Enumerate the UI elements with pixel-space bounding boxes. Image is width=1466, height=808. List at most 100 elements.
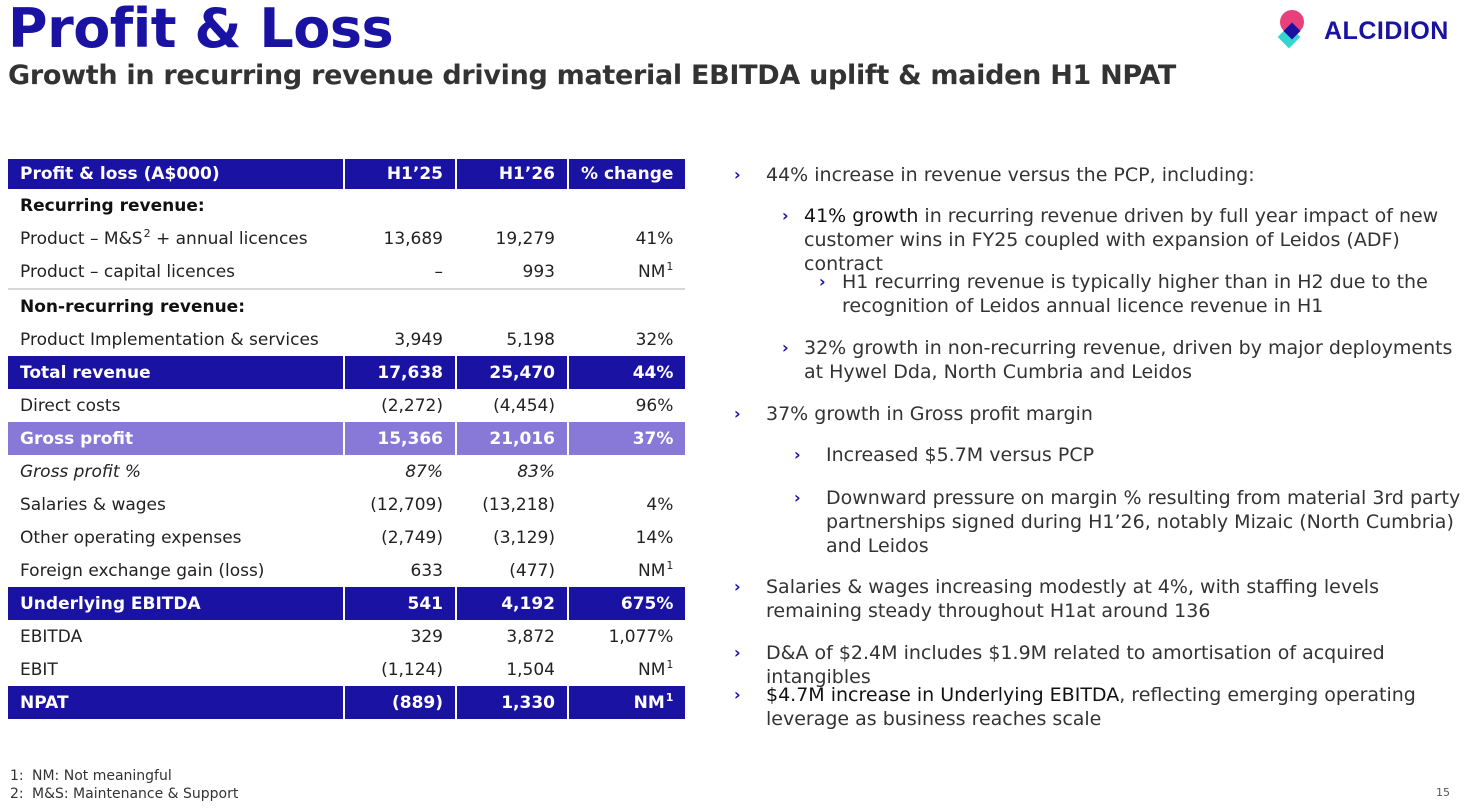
row-value: NM1 [638, 657, 674, 680]
bullet-item: › Downward pressure on margin % resulting… [794, 486, 1462, 558]
chevron-right-icon: › [734, 165, 741, 184]
table-row: NPAT (889) 1,330 NM1 [8, 686, 686, 719]
chevron-right-icon: › [782, 338, 789, 357]
row-label: Product – capital licences [8, 255, 345, 290]
bullet-text: , reflecting emerging operating leverage… [766, 684, 1416, 730]
bullet-item: › 44% increase in revenue versus the PCP,… [734, 163, 1456, 187]
row-label: EBIT [8, 653, 345, 686]
row-value: – [344, 255, 457, 290]
table-row: Salaries & wages (12,709) (13,218) 4% [8, 488, 685, 521]
row-value: NM1 [568, 255, 686, 290]
row-value: 15,366 [344, 422, 457, 455]
table-header-cell: H1’25 [344, 159, 457, 189]
row-value: 44% [568, 356, 686, 389]
chevron-right-icon: › [819, 272, 826, 291]
row-value: 633 [344, 554, 457, 587]
row-value: 17,638 [344, 356, 457, 389]
table-row: EBITDA 329 3,872 1,077% [8, 620, 685, 653]
table-row: Product – M&S2 + annual licences 13,689 19… [8, 222, 685, 255]
row-value: 993 [456, 255, 569, 290]
row-value: 25,470 [456, 356, 569, 389]
row-value: 329 [344, 620, 457, 653]
row-label: Non-recurring revenue: [8, 289, 345, 323]
table-header-cell: Profit & loss (A$000) [8, 159, 345, 189]
row-label: NPAT [8, 686, 345, 719]
table-row: Underlying EBITDA 541 4,192 675% [8, 587, 686, 620]
alcidion-logo-text: ALCIDION [1324, 17, 1449, 45]
row-value [456, 289, 569, 323]
row-value: 3,872 [456, 620, 569, 653]
alcidion-logo: ALCIDION [1268, 7, 1458, 55]
row-value: NM1 [568, 686, 686, 719]
table-header-cell: H1’26 [456, 159, 569, 189]
row-label: Product Implementation & services [8, 323, 345, 356]
chevron-right-icon: › [794, 445, 801, 464]
row-label: Gross profit [8, 422, 345, 455]
row-value: 4,192 [456, 587, 569, 620]
bullet-item: › Salaries & wages increasing modestly at… [734, 575, 1456, 623]
bullet-item: › H1 recurring revenue is typically highe… [819, 270, 1462, 318]
row-value: 19,279 [456, 222, 569, 255]
row-value: (12,709) [344, 488, 457, 521]
chevron-right-icon: › [734, 577, 741, 596]
bullet-item: › 41% growth in recurring revenue driven … [782, 204, 1454, 276]
row-value: 13,689 [344, 222, 457, 255]
row-value: (2,272) [344, 389, 457, 422]
row-label: Recurring revenue: [8, 189, 345, 222]
row-value [344, 289, 457, 323]
footnote: 1: NM: Not meaningful [10, 768, 172, 784]
page-subtitle: Growth in recurring revenue driving mate… [8, 60, 1177, 91]
row-value: 41% [635, 228, 674, 249]
row-value [344, 189, 457, 222]
bullet-item: › 37% growth in Gross profit margin [734, 402, 1456, 426]
row-value [456, 189, 569, 222]
table-row: Recurring revenue: [8, 189, 685, 222]
table-row: Total revenue 17,638 25,470 44% [8, 356, 686, 389]
bullet-highlight: 41% growth [804, 205, 919, 227]
bullet-text: Increased $5.7M versus PCP [826, 444, 1095, 466]
row-value: (13,218) [456, 488, 569, 521]
table-row: Direct costs (2,272) (4,454) 96% [8, 389, 685, 422]
page-title: Profit & Loss [8, 0, 394, 60]
row-value: 37% [568, 422, 686, 455]
row-value: 4% [646, 494, 674, 515]
row-value: (2,749) [344, 521, 457, 554]
bullet-highlight: $4.7M increase in Underlying EBITDA [766, 684, 1120, 706]
chevron-right-icon: › [734, 685, 741, 704]
row-label: Salaries & wages [8, 488, 345, 521]
row-value: 3,949 [344, 323, 457, 356]
table-row: Product Implementation & services 3,949 5,… [8, 323, 685, 356]
profit-loss-table: Profit & loss (A$000) H1’25 H1’26 % chan… [8, 159, 686, 719]
row-label: Total revenue [8, 356, 345, 389]
row-value: 1,077% [608, 626, 674, 647]
bullet-item: › 32% growth in non-recurring revenue, dr… [782, 336, 1454, 384]
bullet-item: › $4.7M increase in Underlying EBITDA, re… [734, 683, 1456, 731]
bullet-text: Downward pressure on margin % resulting … [826, 487, 1461, 557]
row-label: EBITDA [8, 620, 345, 653]
row-label: Foreign exchange gain (loss) [8, 554, 345, 587]
table-header-row: Profit & loss (A$000) H1’25 H1’26 % chan… [8, 159, 686, 189]
bullet-item: › D&A of $2.4M includes $1.9M related to … [734, 641, 1456, 689]
row-label: Product – M&S2 + annual licences [8, 222, 345, 255]
row-value [568, 189, 685, 222]
bullet-text: in recurring revenue driven by full year… [804, 205, 1439, 275]
table-row: Product – capital licences –993 NM1 [8, 255, 686, 290]
table-row: EBIT (1,124) 1,504 NM1 [8, 653, 685, 686]
footnotes: 1: NM: Not meaningful 2: M&S: Maintenance … [10, 767, 238, 803]
table-row: Gross profit 15,366 21,016 37% [8, 422, 686, 455]
row-value: 14% [635, 527, 674, 548]
table-row: Gross profit % 87% 83% [8, 455, 685, 488]
chevron-right-icon: › [734, 643, 741, 662]
bullet-text: 44% increase in revenue versus the PCP, … [766, 164, 1255, 186]
row-value [568, 455, 685, 488]
row-value: 87% [344, 455, 457, 488]
row-value: NM1 [638, 558, 674, 581]
row-label: Gross profit % [8, 455, 345, 488]
bullet-item: › Increased $5.7M versus PCP [794, 443, 1462, 467]
table-row: Non-recurring revenue: [8, 289, 685, 323]
row-value: 5,198 [456, 323, 569, 356]
row-value [568, 289, 685, 323]
row-value: 96% [635, 395, 674, 416]
bullet-text: 37% growth in Gross profit margin [766, 403, 1093, 425]
row-value: 1,330 [456, 686, 569, 719]
